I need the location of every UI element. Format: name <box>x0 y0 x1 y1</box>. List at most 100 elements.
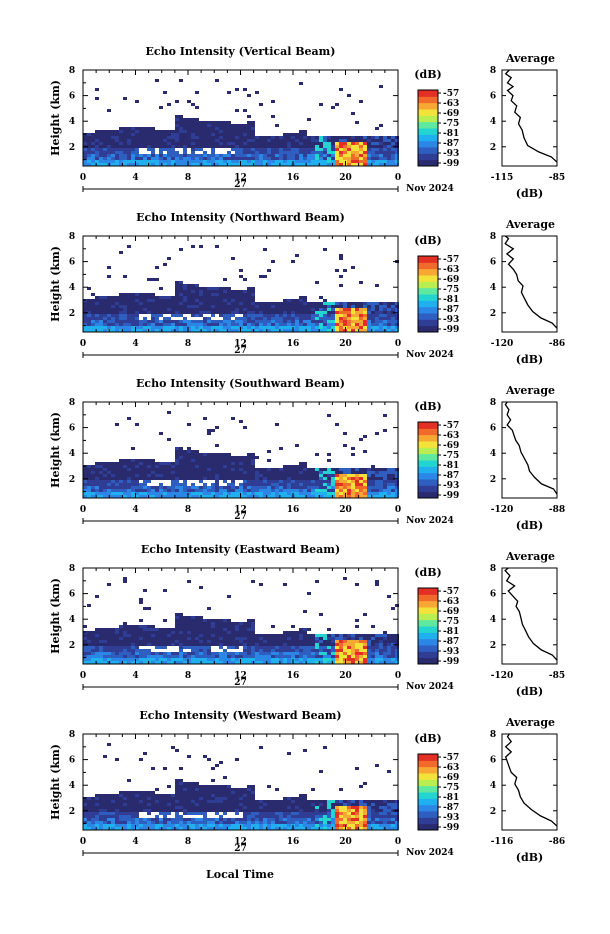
heatmap-cell <box>239 145 243 148</box>
heatmap-cell <box>95 130 99 133</box>
heatmap-cell <box>203 299 207 302</box>
heatmap-cell <box>371 483 375 486</box>
heatmap-cell <box>343 486 347 489</box>
heatmap-cell <box>135 631 139 634</box>
heatmap-cell <box>331 640 335 643</box>
heatmap-cell <box>215 474 219 477</box>
heatmap-cell <box>227 305 231 308</box>
heatmap-cell <box>247 785 251 788</box>
heatmap-cell <box>383 326 387 329</box>
heatmap-cell <box>139 634 143 637</box>
heatmap-cell <box>247 459 251 462</box>
heatmap-cell <box>171 157 175 160</box>
heatmap-cell <box>151 821 155 824</box>
colorbar-swatch <box>418 288 438 295</box>
heatmap-cell <box>103 628 107 631</box>
heatmap-cell <box>195 800 199 803</box>
heatmap-cell <box>99 486 103 489</box>
heatmap-cell <box>231 459 235 462</box>
heatmap-cell <box>103 812 107 815</box>
heatmap-cell <box>107 314 111 317</box>
heatmap-cell <box>283 655 287 658</box>
heatmap-cell <box>295 477 299 480</box>
heatmap-cell <box>87 631 91 634</box>
heatmap-cell <box>199 127 203 130</box>
heatmap-cell <box>187 453 191 456</box>
heatmap-cell <box>231 806 235 809</box>
heatmap-cell <box>235 758 239 761</box>
heatmap-cell <box>283 154 287 157</box>
colorbar-swatch <box>418 454 438 461</box>
heatmap-cell <box>175 625 179 628</box>
heatmap-cell <box>383 314 387 317</box>
heatmap-cell <box>175 302 179 305</box>
heatmap-cell <box>335 160 339 163</box>
heatmap-cell <box>363 468 367 471</box>
heatmap-cell <box>207 628 211 631</box>
heatmap-cell <box>227 809 231 812</box>
heatmap-cell <box>315 326 319 329</box>
heatmap-cell <box>295 655 299 658</box>
heatmap-cell <box>207 136 211 139</box>
heatmap-cell <box>147 323 151 326</box>
heatmap-cell <box>135 489 139 492</box>
heatmap-cell <box>191 302 195 305</box>
heatmap-cell <box>151 323 155 326</box>
heatmap-cell <box>131 151 135 154</box>
heatmap-cell <box>159 809 163 812</box>
heatmap-cell <box>263 308 267 311</box>
heatmap-cell <box>83 326 87 329</box>
heatmap-cell <box>167 296 171 299</box>
heatmap-cell <box>167 818 171 821</box>
heatmap-cell <box>371 634 375 637</box>
heatmap-cell <box>243 139 247 142</box>
heatmap-cell <box>191 471 195 474</box>
heatmap-cell <box>119 145 123 148</box>
heatmap-cell <box>179 486 183 489</box>
heatmap-cell <box>207 160 211 163</box>
heatmap-cell <box>339 145 343 148</box>
heatmap-cell <box>87 139 91 142</box>
heatmap-cell <box>111 133 115 136</box>
heatmap-cell <box>207 326 211 329</box>
heatmap-cell <box>263 483 267 486</box>
heatmap-cell <box>219 791 223 794</box>
heatmap-cell <box>147 791 151 794</box>
heatmap-cell <box>119 127 123 130</box>
heatmap-cell <box>347 480 351 483</box>
heatmap-cell <box>191 308 195 311</box>
heatmap-cell <box>87 151 91 154</box>
heatmap-cell <box>123 628 127 631</box>
heatmap-cell <box>263 248 267 251</box>
heatmap-cell <box>231 257 235 260</box>
heatmap-cell <box>111 302 115 305</box>
heatmap-cell <box>211 308 215 311</box>
heatmap-cell <box>271 655 275 658</box>
heatmap-cell <box>83 480 87 483</box>
heatmap-cell <box>371 317 375 320</box>
heatmap-cell <box>147 293 151 296</box>
heatmap-cell <box>179 649 183 652</box>
heatmap-cell <box>91 139 95 142</box>
heatmap-cell <box>319 317 323 320</box>
x-tick-label: 0 <box>395 671 401 681</box>
heatmap-cell <box>215 426 219 429</box>
heatmap-cell <box>191 148 195 151</box>
heatmap-cell <box>215 308 219 311</box>
heatmap-cell <box>143 317 147 320</box>
heatmap-cell <box>99 462 103 465</box>
heatmap-cell <box>199 652 203 655</box>
heatmap-cell <box>299 151 303 154</box>
heatmap-cell <box>347 320 351 323</box>
heatmap-cell <box>315 139 319 142</box>
heatmap-cell <box>155 477 159 480</box>
heatmap-cell <box>155 79 159 82</box>
heatmap-cell <box>115 308 119 311</box>
heatmap-cell <box>207 462 211 465</box>
heatmap-cell <box>247 462 251 465</box>
heatmap-cell <box>151 637 155 640</box>
heatmap-cell <box>195 812 199 815</box>
heatmap-cell <box>235 88 239 91</box>
heatmap-cell <box>171 800 175 803</box>
heatmap-cell <box>219 803 223 806</box>
